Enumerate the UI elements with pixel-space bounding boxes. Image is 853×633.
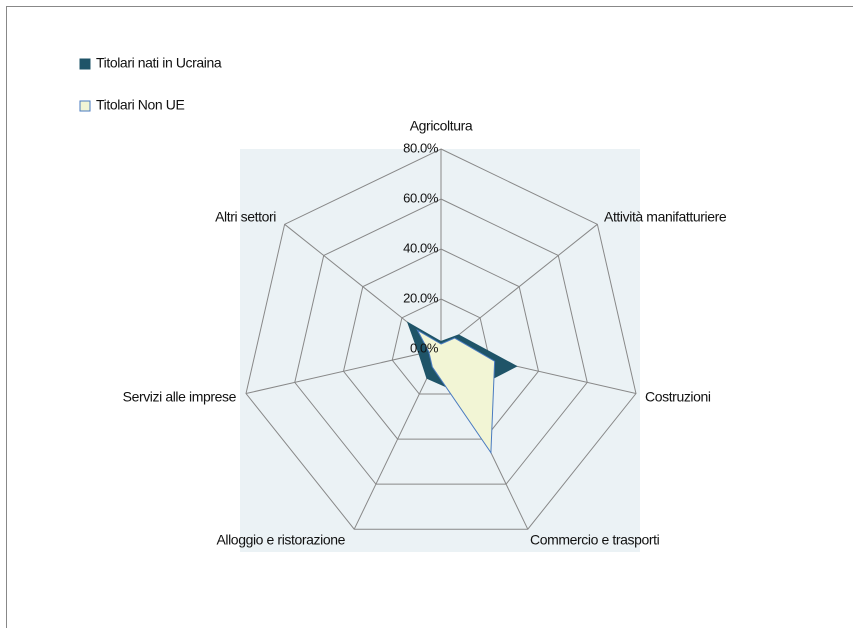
- legend-swatch: [80, 101, 90, 111]
- y-tick-label: 20.0%: [403, 290, 439, 305]
- category-label: Servizi alle imprese: [123, 389, 237, 405]
- y-tick-label: 40.0%: [403, 240, 439, 255]
- y-tick-label: 80.0%: [403, 140, 439, 155]
- category-label: Commercio e trasporti: [530, 532, 660, 548]
- y-tick-label: 60.0%: [403, 190, 439, 205]
- legend-swatch: [80, 59, 90, 69]
- legend-label: Titolari nati in Ucraina: [96, 55, 222, 71]
- category-label: Costruzioni: [645, 389, 711, 405]
- category-label: Altri settori: [215, 209, 276, 225]
- legend-label: Titolari Non UE: [96, 97, 184, 113]
- category-label: Alloggio e ristorazione: [216, 532, 345, 548]
- category-label: Attività manifatturiere: [604, 209, 727, 225]
- category-label: Agricoltura: [410, 118, 473, 134]
- y-tick-label: 0.0%: [410, 340, 439, 355]
